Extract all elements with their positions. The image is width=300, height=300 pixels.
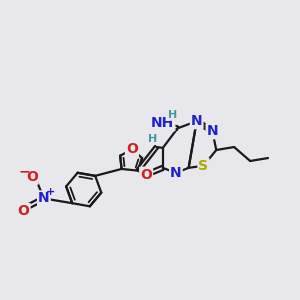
Text: O: O bbox=[26, 170, 38, 184]
Text: O: O bbox=[18, 204, 30, 218]
Text: N: N bbox=[170, 166, 182, 180]
Text: N: N bbox=[38, 191, 50, 206]
Text: O: O bbox=[126, 142, 138, 157]
Text: N: N bbox=[191, 114, 203, 128]
Text: H: H bbox=[168, 110, 177, 120]
Text: H: H bbox=[148, 134, 158, 144]
Text: NH: NH bbox=[151, 116, 174, 130]
Text: −: − bbox=[19, 164, 30, 178]
Text: O: O bbox=[140, 168, 152, 182]
Text: N: N bbox=[207, 124, 218, 138]
Text: +: + bbox=[46, 187, 55, 197]
Text: S: S bbox=[199, 159, 208, 173]
